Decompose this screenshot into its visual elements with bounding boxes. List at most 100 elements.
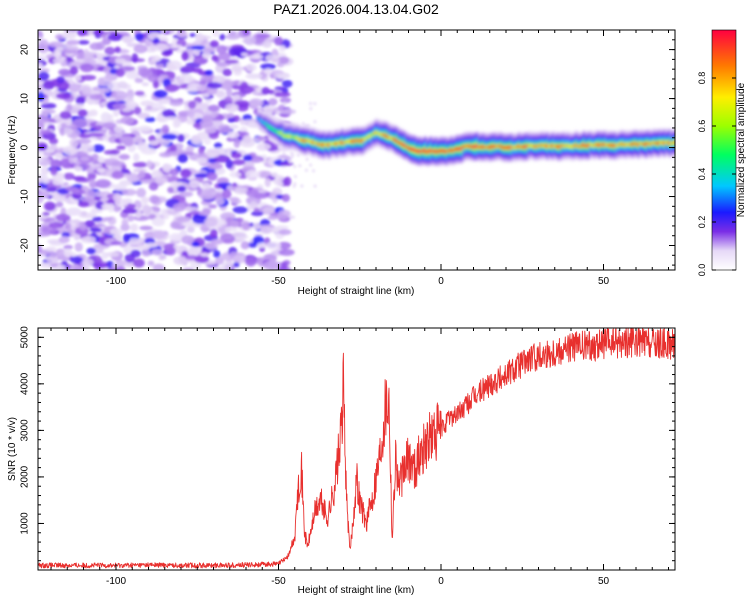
spectrogram-noise-blob	[92, 30, 105, 35]
spectrogram-noise-blob	[86, 247, 96, 255]
spectrogram-noise-blob	[46, 239, 63, 244]
spectrogram-noise-blob	[38, 91, 45, 102]
spectrogram-noise-blob	[95, 179, 112, 189]
snr-ytick-label: 3000	[20, 419, 31, 442]
spectrogram-noise-blob	[298, 164, 302, 168]
spectrogram-noise-blob	[111, 90, 128, 101]
spectrogram-noise-blob	[231, 65, 244, 72]
snr-xtick-label: -100	[106, 576, 126, 587]
spectrogram-noise-blob	[38, 62, 43, 68]
spectrogram-noise-blob	[45, 246, 57, 252]
spectrogram-noise-blob	[215, 115, 225, 120]
spectrogram-noise-blob	[178, 191, 194, 198]
spectrogram-noise-blob	[268, 98, 278, 106]
spectrogram-noise-blob	[240, 52, 249, 57]
spectrogram-noise-blob	[141, 249, 151, 257]
spectrogram-noise-blob	[144, 116, 156, 123]
spectrogram-noise-blob	[136, 187, 147, 198]
spectrogram-noise-blob	[140, 147, 157, 155]
spectrogram-noise-blob	[260, 170, 272, 177]
spectrogram-noise-blob	[313, 120, 317, 124]
spectrogram-noise-blob	[41, 109, 56, 114]
spectrogram-noise-blob	[59, 126, 66, 136]
spectrogram-noise-blob	[154, 43, 170, 52]
spectrogram-noise-blob	[38, 232, 51, 237]
spectrogram-noise-blob	[192, 122, 201, 128]
spectrogram-noise-blob	[62, 164, 73, 169]
spectrogram-noise-blob	[281, 193, 291, 203]
spectrogram-noise-blob	[80, 74, 97, 81]
spectrogram-noise-blob	[144, 44, 158, 53]
spectrogram-noise-blob	[40, 166, 50, 176]
spectrogram-noise-blob	[311, 169, 316, 173]
spectrogram-noise-blob	[199, 80, 207, 86]
spectrogram-noise-blob	[207, 162, 223, 170]
spectrogram-ytick-label: -10	[20, 189, 31, 204]
spectrogram-noise-blob	[56, 76, 65, 84]
spectrogram-noise-blob	[62, 145, 79, 156]
spectrogram-noise-blob	[160, 30, 168, 33]
spectrogram-noise-blob	[301, 122, 305, 126]
spectrogram-noise-blob	[153, 37, 160, 44]
spectrogram-noise-blob	[231, 231, 247, 238]
spectrogram-noise-blob	[121, 35, 136, 43]
spectrogram-noise-blob	[115, 68, 125, 78]
spectrogram-noise-blob	[186, 226, 195, 233]
spectrogram-noise-blob	[69, 256, 84, 264]
spectrogram-noise-blob	[263, 260, 279, 270]
spectrogram-noise-blob	[229, 219, 240, 228]
spectrogram-noise	[38, 30, 317, 270]
spectrogram-noise-blob	[68, 157, 76, 164]
spectrogram-noise-blob	[173, 181, 184, 187]
spectrogram-noise-blob	[144, 237, 156, 245]
spectrogram-noise-blob	[214, 257, 224, 265]
spectrogram-noise-blob	[204, 217, 218, 227]
spectrogram-noise-blob	[154, 177, 168, 184]
spectrogram-noise-blob	[211, 54, 219, 62]
spectrogram-noise-blob	[58, 236, 70, 244]
spectrogram-noise-blob	[281, 79, 293, 88]
spectrogram-noise-blob	[277, 56, 290, 65]
spectrogram-noise-blob	[137, 112, 151, 119]
spectrogram-noise-blob	[250, 211, 264, 217]
spectrogram-noise-blob	[78, 51, 85, 60]
spectrogram-noise-blob	[140, 179, 155, 184]
spectrogram-noise-blob	[177, 153, 189, 163]
spectrogram-noise-blob	[225, 227, 239, 232]
spectrogram-noise-blob	[246, 73, 263, 79]
spectrogram-noise-blob	[48, 41, 64, 48]
spectrogram-noise-blob	[232, 94, 241, 100]
spectrogram-noise-blob	[104, 46, 116, 56]
spectrogram-noise-blob	[181, 51, 189, 61]
spectrogram-noise-blob	[264, 177, 271, 188]
spectrogram-noise-blob	[188, 247, 199, 258]
spectrogram-noise-blob	[163, 49, 174, 56]
spectrogram-noise-blob	[114, 46, 121, 53]
spectrogram-noise-blob	[176, 216, 191, 223]
spectrogram-noise-blob	[189, 33, 197, 38]
colorbar: 0.0 0.2 0.4 0.6 0.8 Normalized spectral ampl…	[697, 29, 747, 276]
spectrogram-noise-blob	[193, 49, 200, 56]
spectrogram-noise-blob	[240, 241, 250, 250]
spectrogram-noise-blob	[166, 64, 177, 71]
spectrogram-noise-blob	[152, 263, 165, 270]
spectrogram-noise-blob	[144, 39, 152, 47]
spectrogram-noise-blob	[74, 166, 83, 172]
spectrogram-noise-blob	[117, 81, 128, 89]
spectrogram-noise-blob	[177, 79, 185, 85]
spectrogram-noise-blob	[262, 206, 275, 214]
spectrogram-noise-blob	[52, 178, 65, 186]
colorbar-tick-label: 0.4	[697, 168, 707, 181]
spectrogram-noise-blob	[121, 188, 137, 196]
spectrogram-noise-blob	[274, 36, 283, 46]
spectrogram-noise-blob	[169, 168, 179, 176]
spectrogram-noise-blob	[196, 157, 208, 164]
spectrogram-noise-blob	[256, 242, 267, 249]
spectrogram-noise-blob	[313, 102, 317, 106]
spectrogram-noise-blob	[63, 244, 73, 250]
spectrogram-noise-blob	[80, 156, 90, 162]
spectrogram-noise-blob	[122, 208, 138, 214]
spectrogram-noise-blob	[109, 228, 123, 236]
